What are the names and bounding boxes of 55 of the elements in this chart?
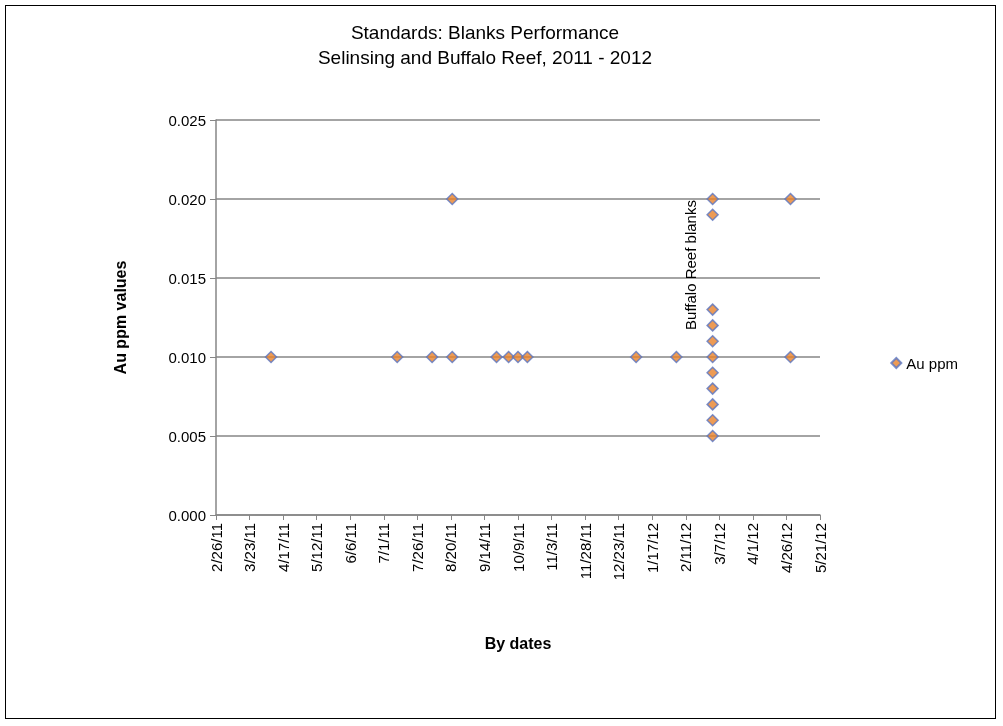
point [629,350,643,364]
point [706,319,719,332]
x-tick-label: 10/9/11 [509,523,527,572]
x-tick-label: 4/17/11 [274,523,292,572]
x-tick-label: 11/28/11 [576,523,594,580]
x-tick-label: 8/20/11 [442,523,460,572]
point [706,334,719,348]
y-axis-title: Au ppm values [111,260,129,375]
point [706,366,719,380]
point [511,350,525,364]
point [670,350,683,364]
x-tick-label: 5/12/11 [308,523,326,572]
point [425,350,439,364]
x-tick-label: 12/23/11 [610,523,628,581]
x-tick-label: 3/23/11 [241,523,259,572]
point [784,350,797,364]
x-tick-label: 7/1/11 [375,523,393,564]
chart-title: Standards: Blanks Performance [350,22,620,43]
point [706,413,719,427]
y-tick-label: 0.010 [168,348,206,366]
x-tick-label: 9/14/11 [475,523,493,572]
x-tick-label: 2/11/12 [677,523,695,572]
point [706,303,719,316]
x-tick-label: 7/26/11 [408,523,426,572]
x-axis-title: By dates [484,634,552,652]
x-tick-label: 4/1/12 [744,523,762,565]
point [706,398,719,411]
x-tick-label: 11/3/11 [543,523,561,571]
y-tick-label: 0.005 [168,427,206,445]
x-tick-label: 1/17/12 [643,523,661,574]
point [445,192,459,206]
x-tick-label: 4/26/12 [777,523,795,574]
point [706,382,719,395]
point [490,350,503,364]
x-tick-label: 2/26/11 [207,523,225,572]
x-tick-label: 6/6/11 [341,523,359,564]
x-tick-label: 5/21/12 [811,523,829,574]
y-tick-label: 0.020 [168,190,206,208]
point [706,429,719,443]
point [390,350,404,364]
point [264,350,278,364]
point [521,350,534,364]
point [445,350,459,364]
legend-label: Au ppm [906,354,959,372]
point [706,192,719,206]
y-tick-label: 0.015 [168,269,206,287]
point [784,192,797,206]
x-tick-label: 3/7/12 [710,523,728,565]
point [502,350,515,364]
point [706,208,719,222]
point [706,350,719,364]
annotation: Buffalo Reef blanks [681,200,699,330]
y-tick-label: 0.000 [168,506,206,524]
chart-subtitle: Selinsing and Buffalo Reef, 2011 - 2012 [317,47,653,68]
y-tick-label: 0.025 [168,111,206,129]
